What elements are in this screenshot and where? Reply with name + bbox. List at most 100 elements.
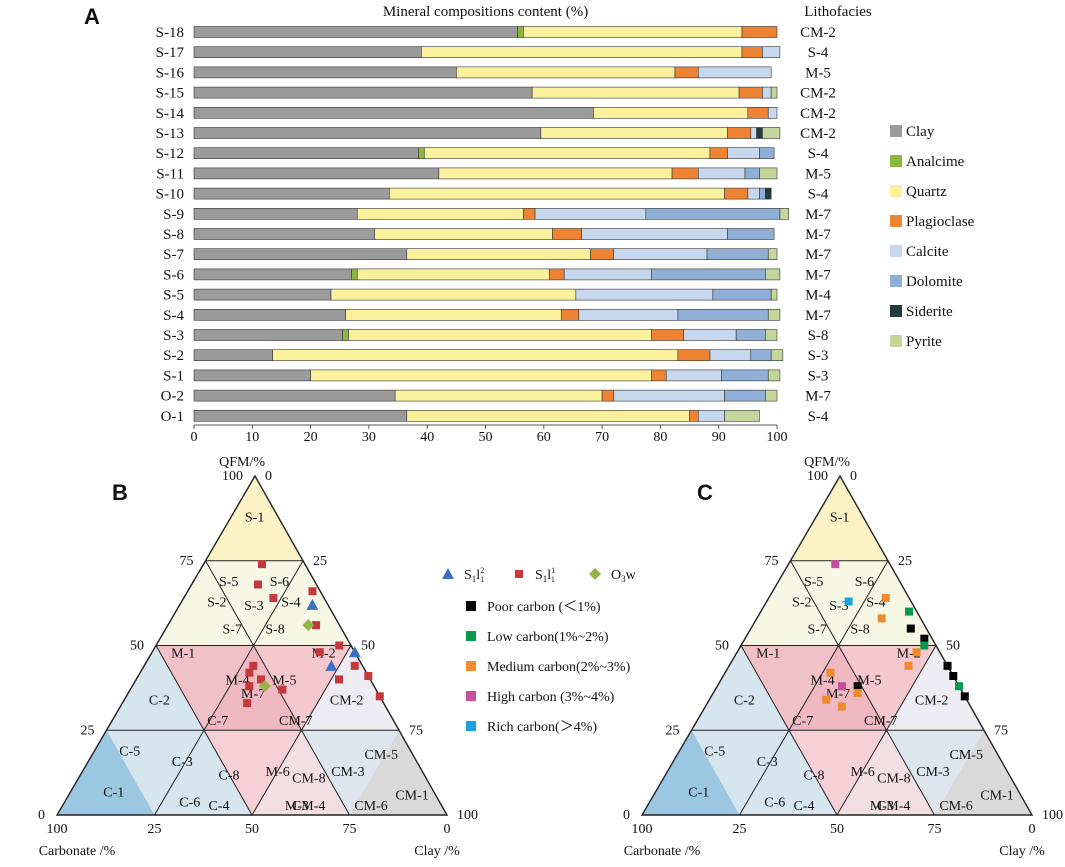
data-point-square (943, 661, 952, 670)
lithofacies-label: M-5 (805, 65, 831, 81)
region-s1 (790, 476, 888, 561)
data-point-square (906, 624, 915, 633)
legend-square-icon (515, 570, 523, 578)
field-label: M-7 (826, 687, 850, 702)
lithofacies-label: S-4 (808, 146, 829, 162)
category-label: O-1 (161, 409, 184, 425)
bar-segment (724, 409, 760, 422)
bar-segment (517, 26, 524, 38)
left-tick-label: 75 (765, 554, 779, 569)
bar-segment (651, 369, 667, 382)
field-label: C-4 (793, 799, 814, 814)
bar-segment (438, 167, 673, 180)
category-label: S-3 (163, 328, 184, 344)
legend-label: Dolomite (906, 274, 963, 290)
bar-segment (356, 208, 524, 220)
bar-segment (765, 268, 781, 281)
bar-segment (724, 187, 749, 200)
lithofacies-label: M-4 (805, 288, 831, 304)
bar-segment (193, 26, 518, 38)
field-label: CM-8 (292, 772, 325, 787)
data-point-square (853, 682, 862, 691)
bar-segment (741, 26, 778, 38)
bar-segment (677, 308, 769, 321)
category-label: S-17 (156, 45, 185, 61)
data-point-square (335, 641, 344, 650)
field-label: S-1 (245, 511, 264, 526)
ternary-b: S-1S-5S-6S-2S-3S-4S-7S-8M-1M-2M-4M-5M-7C… (38, 455, 478, 859)
data-point-triangle (348, 646, 361, 658)
field-label: S-8 (265, 623, 284, 638)
data-point-square (245, 668, 254, 677)
legend-carbon-label: High carbon (3%~4%) (487, 690, 615, 705)
legend-formation-part: l (547, 568, 551, 583)
data-point-square (335, 675, 343, 684)
legend-carbon-label: Rich carbon(＞4%) (487, 720, 597, 735)
region-m3 (837, 730, 935, 815)
axis-title-clay: Clay /% (414, 844, 460, 859)
x-tick-label: 70 (595, 430, 609, 445)
data-point-square (315, 648, 324, 657)
bar-segment (540, 127, 728, 139)
region-m6 (204, 730, 302, 815)
legend-swatch (890, 245, 902, 257)
bar-segment (351, 268, 358, 281)
bar-segment (193, 268, 352, 281)
bar-segment (706, 248, 769, 260)
legend-formation-part: 1 (543, 574, 548, 584)
bar-segment (770, 288, 778, 301)
field-label: S-8 (850, 623, 869, 638)
legend-carbon-label: Medium carbon(2%~3%) (487, 660, 631, 675)
data-point-square (853, 688, 862, 697)
category-label: S-13 (156, 126, 184, 142)
bar-segment (750, 127, 757, 139)
x-tick-label: 80 (653, 430, 667, 445)
field-label: C-5 (704, 745, 725, 760)
bar-segment (747, 187, 760, 200)
data-point-triangle (325, 659, 338, 671)
field-label: CM-1 (395, 789, 428, 804)
axis-title-clay: Clay /% (999, 844, 1045, 859)
data-point-square (960, 692, 969, 701)
lithofacies-label: S-4 (808, 45, 829, 61)
bar-segment (759, 187, 766, 200)
legend-label: Plagioclase (906, 214, 975, 230)
bar-segment (406, 409, 690, 422)
bar-segment (590, 248, 615, 260)
data-point-square (822, 695, 831, 704)
field-label: C-7 (792, 714, 813, 729)
bar-segment (697, 409, 725, 422)
bar-segment (613, 248, 708, 260)
bar-segment (374, 228, 553, 240)
x-tick-label: 20 (304, 430, 318, 445)
bar-segment (697, 66, 772, 79)
lithofacies-label: S-3 (808, 348, 829, 364)
grid-line (205, 560, 350, 816)
field-label: C-1 (688, 785, 709, 800)
bar-segment (581, 228, 728, 240)
data-point-square (904, 661, 913, 670)
lithofacies-label: M-7 (805, 308, 831, 324)
bar-segment (651, 268, 766, 281)
legend-swatch (890, 125, 902, 137)
field-label: CM-4 (292, 799, 325, 814)
field-label: M-5 (857, 673, 881, 688)
left-tick-label: 0 (38, 808, 45, 823)
bar-segment (193, 107, 594, 119)
bar-segment (735, 329, 766, 341)
left-tick-label: 25 (666, 723, 680, 738)
grid-line (836, 645, 937, 816)
field-label: CM-3 (331, 765, 364, 780)
field-label: M-7 (241, 687, 265, 702)
category-label: S-7 (163, 247, 184, 263)
bar-segment (534, 208, 647, 220)
x-tick-label: 90 (712, 430, 726, 445)
bar-segment (721, 369, 769, 382)
category-label: S-6 (163, 267, 184, 283)
legend-carbon-swatch (466, 661, 476, 671)
category-label: O-2 (161, 389, 184, 405)
bottom-tick-label: 75 (343, 822, 357, 837)
field-label: C-8 (803, 768, 824, 783)
data-point-square (249, 661, 258, 670)
bar-segment (193, 66, 457, 79)
